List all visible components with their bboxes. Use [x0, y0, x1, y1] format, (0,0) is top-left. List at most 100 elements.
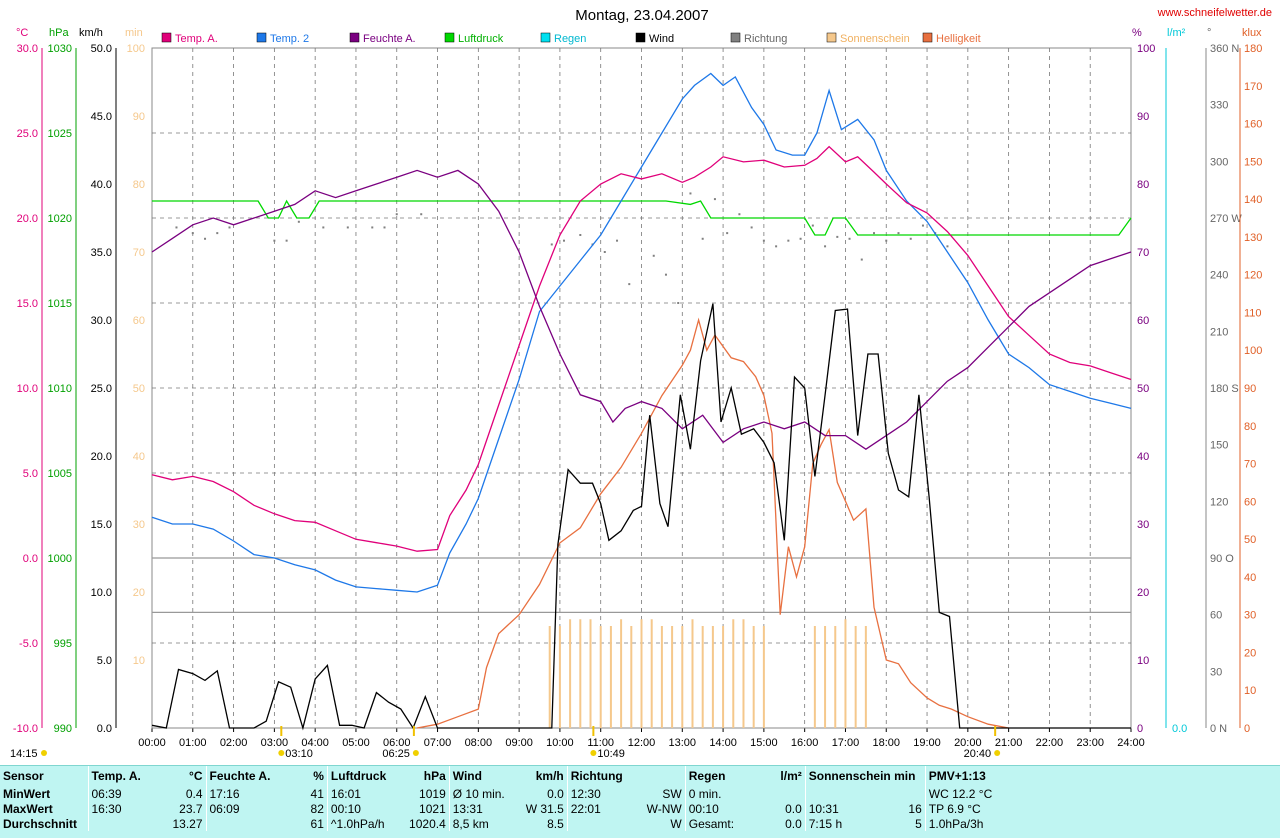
wind-axis-tick: 20.0 [91, 451, 112, 463]
marker-time: 20:40 [964, 748, 992, 760]
brightness-axis-tick: 20 [1244, 647, 1256, 659]
summary-panel: Sensor Temp. A. °C Feuchte A. % Luftdruc… [0, 765, 1280, 838]
summary-row-min: MinWert 06:39 0.4 17:16 41 16:01 1019 Ø … [0, 786, 1280, 801]
x-tick-label: 04:00 [301, 737, 329, 749]
brightness-axis-tick: 30 [1244, 610, 1256, 622]
brightness-axis-tick: 70 [1244, 459, 1256, 471]
sun-axis-tick: 60 [133, 315, 145, 327]
x-tick-label: 03:00 [261, 737, 289, 749]
pressure-axis-tick: 995 [54, 638, 72, 650]
x-tick-label: 21:00 [995, 737, 1023, 749]
legend-label: Richtung [744, 33, 787, 45]
direction-point [603, 251, 606, 253]
pmv-val: TP 6.9 °C [924, 801, 1280, 816]
temp-axis-tick: 30.0 [17, 43, 38, 55]
x-tick-label: 00:00 [138, 737, 166, 749]
sun-icon [41, 750, 47, 756]
humidity-axis-tick: 80 [1137, 179, 1149, 191]
temp-axis-tick: 15.0 [17, 298, 38, 310]
humidity-axis-tick: 70 [1137, 247, 1149, 259]
press-val: 1021 [419, 801, 446, 816]
x-tick-label: 10:00 [546, 737, 574, 749]
brightness-axis-tick: 60 [1244, 496, 1256, 508]
luftdruck-series-line [152, 199, 1132, 236]
direction-point [762, 239, 765, 242]
wind-axis-tick: 35.0 [91, 247, 112, 259]
wind-axis-tick: 30.0 [91, 315, 112, 327]
wind-axis-tick: 50.0 [91, 43, 112, 55]
direction-point [383, 226, 386, 229]
direction-point [550, 243, 553, 246]
legend-label: Temp. A. [175, 33, 218, 45]
sun-time: 10:31 [804, 801, 878, 816]
x-tick-label: 13:00 [669, 737, 697, 749]
humidity-axis-tick: 60 [1137, 315, 1149, 327]
summary-row-max: MaxWert 16:30 23.7 06:09 82 00:10 1021 1… [0, 801, 1280, 816]
direction-point [664, 273, 667, 276]
brightness-axis-tick: 130 [1244, 232, 1262, 244]
unit-brightness: klux [1242, 27, 1262, 39]
humidity-axis-tick: 50 [1137, 383, 1149, 395]
x-tick-label: 15:00 [750, 737, 778, 749]
direction-axis-tick: 240 [1210, 270, 1228, 282]
sun-axis-tick: 40 [133, 451, 145, 463]
header-pmv: PMV+1:13 [924, 766, 1280, 786]
humidity-axis-tick: 0 [1137, 723, 1143, 735]
direction-point [713, 198, 716, 201]
x-tick-label: 06:00 [383, 737, 411, 749]
temp-val: 13.27 [172, 816, 203, 831]
wind-time: Ø 10 min. [448, 786, 518, 801]
direction-axis-tick: 0 N [1210, 723, 1227, 735]
temp-val: 23.7 [179, 801, 203, 816]
chart-title: Montag, 23.04.2007 [575, 7, 708, 24]
temp-axis-tick: 25.0 [17, 128, 38, 140]
sun-axis-tick: 10 [133, 655, 145, 667]
plot-area [151, 72, 1132, 731]
direction-axis-tick: 90 O [1210, 553, 1234, 565]
hum-val: 82 [310, 801, 324, 816]
rain-time: Gesamt: [684, 816, 756, 831]
legend-label: Luftdruck [458, 33, 504, 45]
direction-axis-tick: 120 [1210, 496, 1228, 508]
legend-swatch [635, 32, 646, 43]
grid [151, 47, 1132, 729]
header-hum: Feuchte A. [205, 766, 274, 786]
hum-time [205, 816, 274, 831]
brightness-axis-tick: 100 [1244, 345, 1262, 357]
wind-axis-tick: 40.0 [91, 179, 112, 191]
direction-point [652, 254, 655, 257]
x-tick-label: 18:00 [872, 737, 900, 749]
brightness-axis-tick: 170 [1244, 81, 1262, 93]
wind-time: 8,5 km [448, 816, 518, 831]
temp-axis-tick: 20.0 [17, 213, 38, 225]
hum-val: 41 [310, 786, 324, 801]
header-temp-unit: °C [189, 769, 203, 783]
pmv-val: 1.0hPa/3h [924, 816, 1280, 831]
direction-point [420, 213, 423, 216]
marker-time: 06:25 [382, 748, 410, 760]
legend-swatch [161, 32, 172, 43]
x-tick-label: 16:00 [791, 737, 819, 749]
direction-point [204, 237, 207, 240]
direction-point [811, 224, 814, 227]
wind-val: 8.5 [547, 816, 564, 831]
site-link[interactable]: www.schneifelwetter.de [1157, 7, 1272, 19]
marker-time: 10:49 [597, 748, 625, 760]
rain-val: 0.0 [785, 816, 802, 831]
wind-time: 13:31 [448, 801, 518, 816]
legend-swatch [540, 32, 551, 43]
header-wind: Wind [448, 766, 518, 786]
direction-axis-tick: 270 W [1210, 213, 1242, 225]
temp-val: 0.4 [185, 786, 203, 801]
x-tick-label: 07:00 [424, 737, 452, 749]
row-label: Durchschnitt [3, 816, 78, 831]
direction-axis-tick: 360 N [1210, 43, 1239, 55]
x-tick-label: 08:00 [465, 737, 493, 749]
x-tick-label: 24:00 [1117, 737, 1145, 749]
rain-val: 0.0 [785, 801, 802, 816]
sun-icon [412, 750, 419, 756]
x-tick-label: 09:00 [505, 737, 533, 749]
hum-val: 61 [310, 816, 324, 831]
header-wind-unit: km/h [535, 769, 564, 783]
row-label: MaxWert [3, 801, 53, 816]
